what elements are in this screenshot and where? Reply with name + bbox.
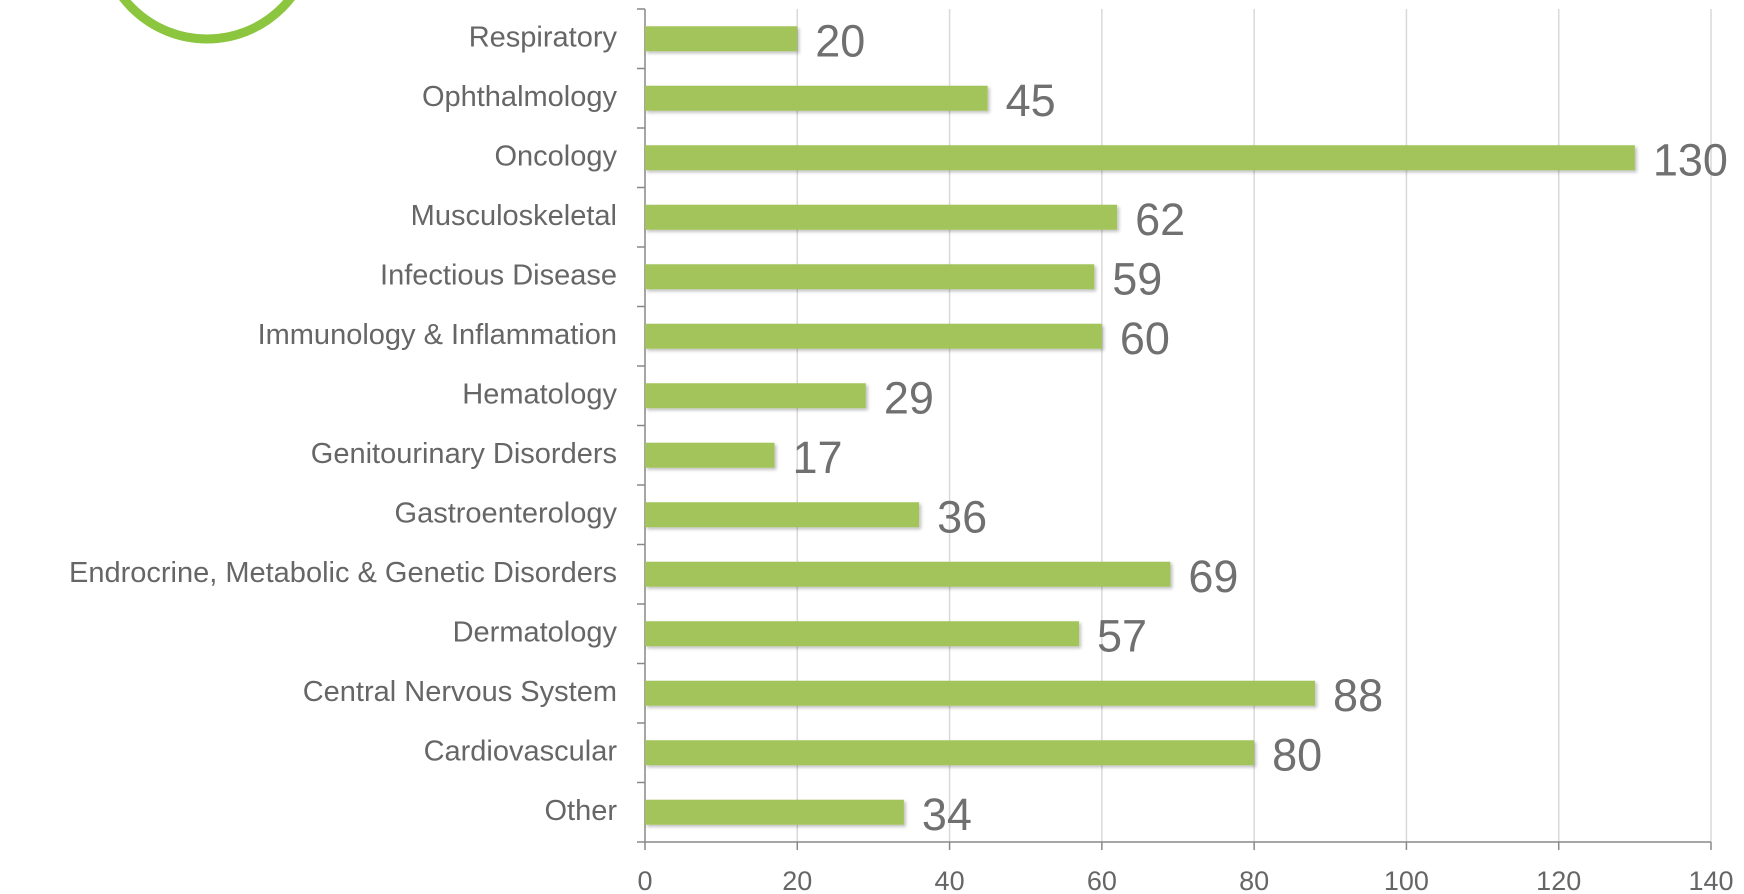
bar [645,145,1635,171]
y-tick-label: Oncology [494,140,617,172]
value-label: 45 [1006,75,1056,126]
y-tick-label: Endrocrine, Metabolic & Genetic Disorder… [69,557,617,589]
x-tick-label: 0 [637,866,652,894]
bar [645,383,866,409]
value-label: 60 [1120,313,1170,364]
value-label: 20 [815,16,865,67]
y-tick-label: Hematology [462,378,617,410]
y-tick-label: Genitourinary Disorders [311,438,617,470]
bar [645,26,798,52]
bar [645,204,1118,230]
x-tick-label: 80 [1239,866,1269,894]
bar [645,502,920,528]
value-label: 29 [884,373,934,424]
x-tick-label: 140 [1688,866,1733,894]
value-label: 59 [1112,254,1162,305]
y-tick-label: Gastroenterology [395,497,618,529]
value-label: 62 [1135,194,1185,245]
y-tick-label: Ophthalmology [422,81,618,113]
value-label: 17 [792,432,842,483]
bar [645,85,988,111]
value-label: 130 [1653,135,1728,186]
bar [645,561,1171,587]
y-tick-label: Central Nervous System [303,676,617,708]
y-tick-label: Respiratory [469,21,618,53]
x-tick-label: 40 [935,866,965,894]
bar [645,740,1255,766]
x-tick-label: 20 [782,866,812,894]
y-tick-label: Cardiovascular [424,735,618,767]
bar [645,442,775,468]
y-tick-label: Infectious Disease [380,259,617,291]
value-label: 80 [1272,730,1322,781]
y-tick-label: Immunology & Inflammation [258,319,617,351]
x-tick-label: 120 [1536,866,1581,894]
y-tick-label: Musculoskeletal [411,200,617,232]
bar [645,323,1102,349]
value-label: 88 [1333,670,1383,721]
bar [645,799,904,825]
x-tick-label: 100 [1384,866,1429,894]
y-tick-label: Other [544,795,617,827]
value-label: 57 [1097,611,1147,662]
y-tick-label: Dermatology [453,616,618,648]
value-label: 69 [1188,551,1238,602]
value-label: 34 [922,789,972,840]
bar [645,621,1080,647]
value-label: 36 [937,492,987,543]
logo-ring [119,0,295,44]
x-tick-label: 60 [1087,866,1117,894]
bar [645,680,1316,706]
bar [645,264,1095,290]
